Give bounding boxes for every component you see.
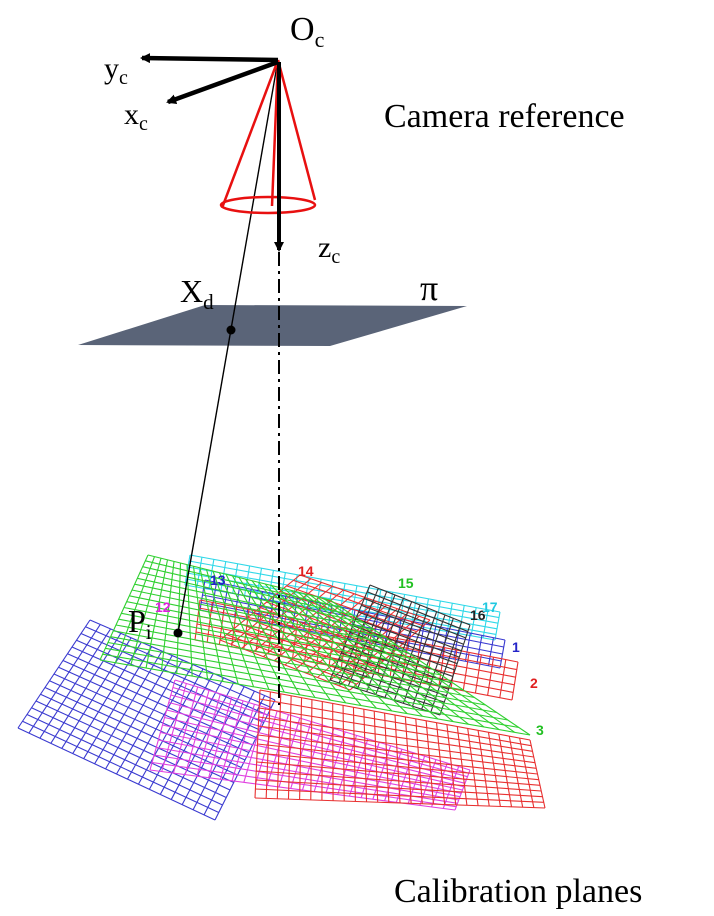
pi-point xyxy=(173,628,183,638)
grid-blue-big xyxy=(17,619,276,821)
plane-number-16: 16 xyxy=(470,607,486,623)
xd-point xyxy=(226,325,236,335)
plane-number-3: 3 xyxy=(536,722,544,738)
plane-number-13: 13 xyxy=(210,572,226,588)
xc-axis-arrow xyxy=(166,59,279,105)
plane-number-14: 14 xyxy=(298,563,314,579)
calibration-planes-label: Calibration planes xyxy=(394,873,642,910)
yc-label: yc xyxy=(104,52,128,89)
plane-number-1: 1 xyxy=(512,639,520,655)
xc-label: xc xyxy=(124,98,148,135)
origin-label: Oc xyxy=(290,11,325,52)
projection-ray xyxy=(177,59,279,634)
grid-green xyxy=(99,554,531,736)
zc-label: zc xyxy=(318,231,340,268)
pi-point-label: Pi xyxy=(128,603,152,644)
plane-number-12: 12 xyxy=(155,599,171,615)
plane-number-15: 15 xyxy=(398,575,414,591)
xd-label: Xd xyxy=(180,273,214,314)
pi-label: π xyxy=(420,268,438,308)
camera-cone xyxy=(219,59,317,215)
plane-number-17: 17 xyxy=(482,599,498,615)
plane-number-2: 2 xyxy=(530,675,538,691)
yc-axis-arrow xyxy=(140,53,279,64)
image-plane-pi xyxy=(78,305,467,346)
camera-reference-label: Camera reference xyxy=(384,98,625,135)
grid-red-big xyxy=(254,689,546,809)
calibration-planes-group xyxy=(17,554,546,821)
